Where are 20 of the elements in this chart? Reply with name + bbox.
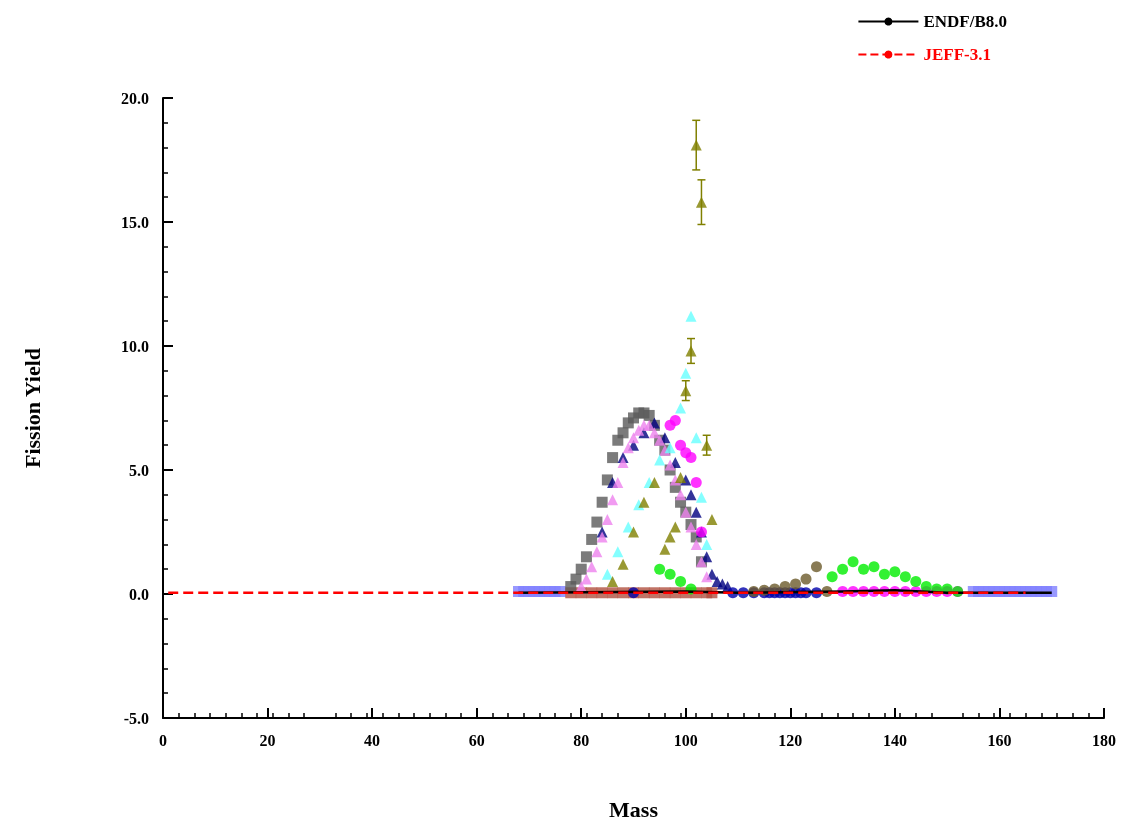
- x-tick-label: 20: [259, 731, 276, 749]
- y-tick-label: -5.0: [123, 709, 149, 727]
- x-tick-label: 120: [778, 731, 803, 749]
- y-tick-label: 20.0: [121, 89, 149, 107]
- legend-label: ENDF/B8.0: [923, 12, 1007, 31]
- x-tick-label: 100: [673, 731, 698, 749]
- x-tick-label: 0: [159, 731, 167, 749]
- legend-label: JEFF-3.1: [923, 45, 991, 64]
- y-tick-label: 5.0: [129, 461, 149, 479]
- x-tick-label: 140: [882, 731, 907, 749]
- y-axis-title: Fission Yield: [19, 347, 45, 469]
- y-tick-label: 15.0: [121, 213, 149, 231]
- x-tick-label: 40: [364, 731, 381, 749]
- y-tick-label: 10.0: [121, 337, 149, 355]
- x-tick-label: 80: [573, 731, 590, 749]
- x-tick-label: 180: [1092, 731, 1116, 749]
- x-tick-label: 60: [468, 731, 485, 749]
- x-tick-label: 160: [987, 731, 1012, 749]
- x-axis-title: Mass: [609, 796, 659, 822]
- y-tick-label: 0.0: [129, 585, 149, 603]
